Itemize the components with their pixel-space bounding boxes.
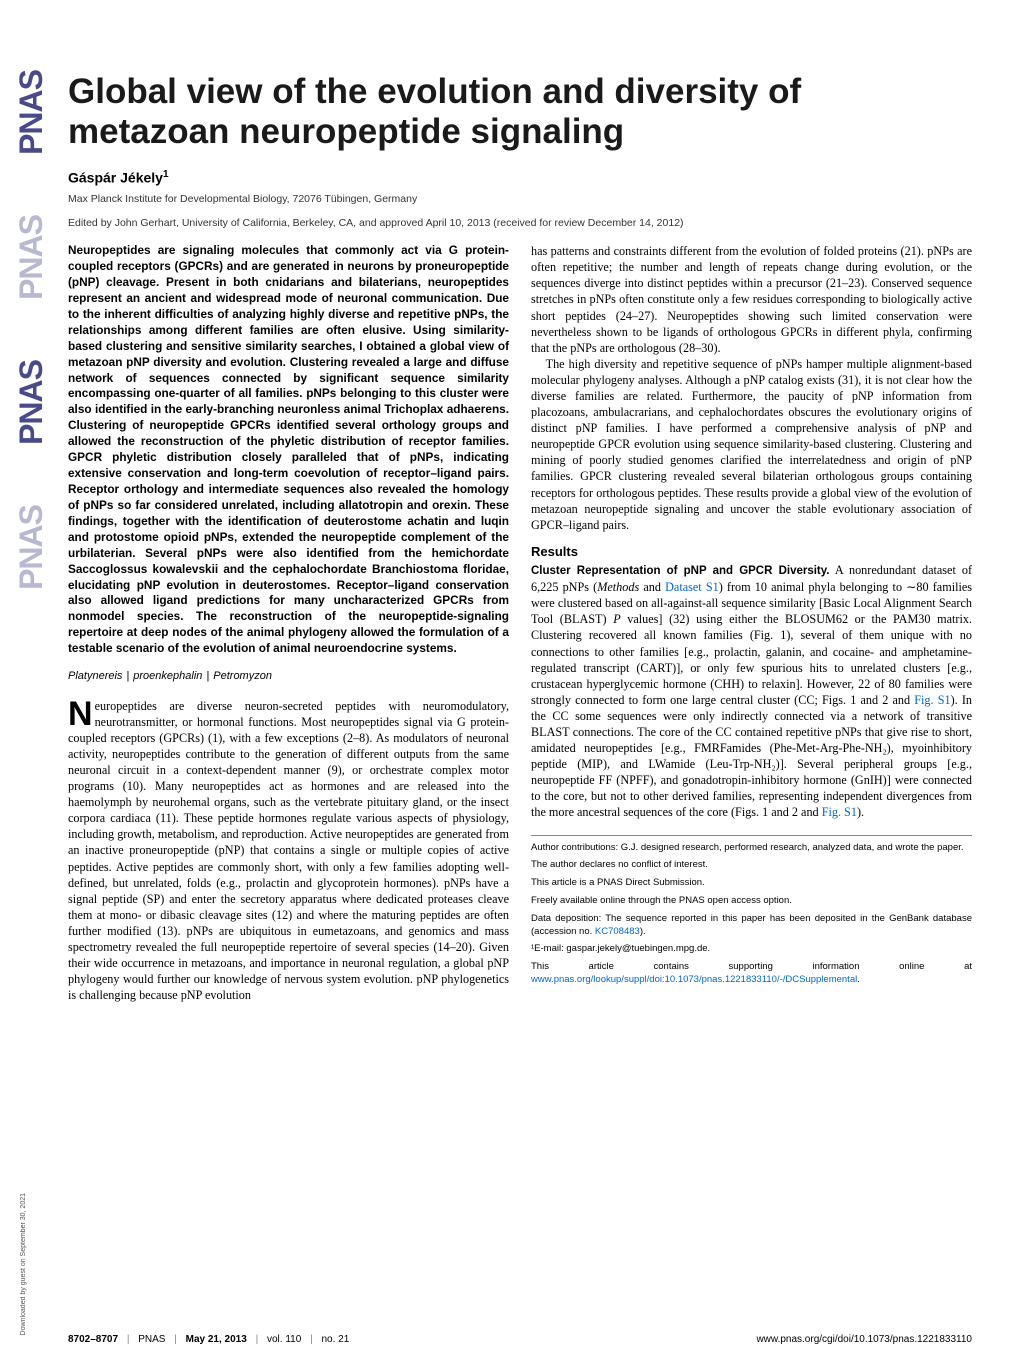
download-note: Downloaded by guest on September 30, 202… [20, 1193, 27, 1335]
footer-date: May 21, 2013 [186, 1334, 247, 1345]
page-footer: 8702–8707 | PNAS | May 21, 2013 | vol. 1… [68, 1334, 972, 1345]
author-affil-sup: 1 [163, 169, 169, 180]
fn-author-contrib: Author contributions: G.J. designed rese… [531, 842, 972, 855]
abstract: Neuropeptides are signaling molecules th… [68, 243, 509, 657]
article-title: Global view of the evolution and diversi… [68, 72, 972, 153]
footer-left: 8702–8707 | PNAS | May 21, 2013 | vol. 1… [68, 1334, 349, 1345]
article-content: Global view of the evolution and diversi… [68, 0, 972, 1003]
results-paragraph: Cluster Representation of pNP and GPCR D… [531, 562, 972, 821]
results-subheading: Cluster Representation of pNP and GPCR D… [531, 565, 830, 577]
footer-doi: www.pnas.org/cgi/doi/10.1073/pnas.122183… [756, 1334, 972, 1345]
col2-para1: has patterns and constraints different f… [531, 243, 972, 356]
keywords: Platynereis|proenkephalin|Petromyzon [68, 669, 509, 684]
accession-link[interactable]: KC708483 [595, 926, 640, 937]
pnas-logo-4: PNAS [13, 505, 50, 590]
results-text-4: ). [857, 805, 864, 819]
results-text-2: ) from 10 animal phyla belonging to ∼80 … [531, 580, 972, 707]
dropcap: N [68, 698, 95, 729]
dataset-s1-link[interactable]: Dataset S1 [665, 580, 719, 594]
keyword-1: Platynereis [68, 670, 122, 682]
col2-para2: The high diversity and repetitive sequen… [531, 356, 972, 533]
keyword-2: proenkephalin [133, 670, 202, 682]
pnas-logo-1: PNAS [13, 70, 50, 155]
two-column-body: Neuropeptides are signaling molecules th… [68, 243, 972, 1003]
author-line: Gáspár Jékely1 [68, 169, 972, 186]
author-name: Gáspár Jékely [68, 169, 163, 185]
results-text-3: ). In the CC some sequences were only in… [531, 693, 972, 820]
pnas-logo-3: PNAS [13, 360, 50, 445]
fn-submission: This article is a PNAS Direct Submission… [531, 877, 972, 890]
footnotes-block: Author contributions: G.J. designed rese… [531, 835, 972, 987]
fn-supporting: This article contains supporting informa… [531, 961, 972, 987]
supporting-link[interactable]: www.pnas.org/lookup/suppl/doi:10.1073/pn… [531, 974, 857, 985]
pnas-logo-2: PNAS [13, 215, 50, 300]
fn-email: ¹E-mail: gaspar.jekely@tuebingen.mpg.de. [531, 943, 972, 956]
keyword-3: Petromyzon [213, 670, 272, 682]
edited-by: Edited by John Gerhart, University of Ca… [68, 217, 972, 229]
footer-journal: PNAS [138, 1334, 165, 1345]
results-heading: Results [531, 543, 972, 560]
footer-no: no. 21 [321, 1334, 349, 1345]
fig-s1-link-1[interactable]: Fig. S1 [914, 693, 950, 707]
fn-conflict: The author declares no conflict of inter… [531, 859, 972, 872]
fig-s1-link-2[interactable]: Fig. S1 [822, 805, 857, 819]
footer-pages: 8702–8707 [68, 1334, 118, 1345]
intro-paragraph: Neuropeptides are diverse neuron-secrete… [68, 698, 509, 1004]
fn-open-access: Freely available online through the PNAS… [531, 895, 972, 908]
author-email: gaspar.jekely@tuebingen.mpg.de. [566, 943, 710, 954]
fn-data-deposition: Data deposition: The sequence reported i… [531, 913, 972, 939]
affiliation: Max Planck Institute for Developmental B… [68, 193, 972, 205]
intro-text: europeptides are diverse neuron-secreted… [68, 699, 509, 1003]
footer-vol: vol. 110 [267, 1334, 301, 1345]
pnas-sidebar-logo: PNAS PNAS PNAS PNAS [12, 70, 50, 1270]
